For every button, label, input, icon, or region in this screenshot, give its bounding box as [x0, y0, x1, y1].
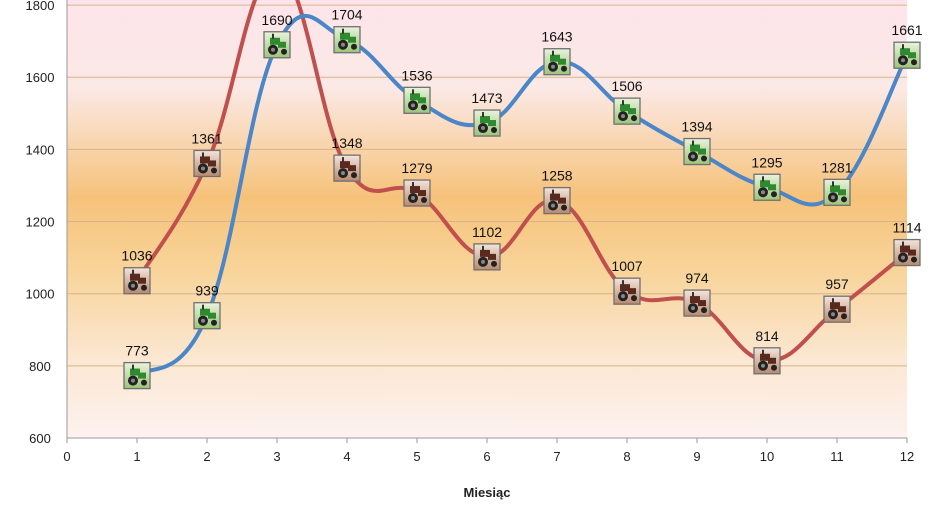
green-tractor-marker: [193, 302, 221, 330]
data-label: 974: [685, 270, 709, 286]
x-tick-label: 3: [273, 449, 280, 464]
data-label: 1394: [681, 119, 712, 135]
green-tractor-marker: [613, 97, 641, 125]
x-tick-label: 6: [483, 449, 490, 464]
data-label: 814: [755, 328, 779, 344]
data-label: 1279: [401, 160, 432, 176]
red-tractor-marker: [753, 347, 781, 375]
data-label: 1258: [541, 168, 572, 184]
data-label: 1536: [401, 67, 432, 83]
red-tractor-marker: [823, 295, 851, 323]
data-label: 939: [195, 283, 219, 299]
red-tractor-marker: [123, 267, 151, 295]
x-tick-label: 4: [343, 449, 350, 464]
red-tractor-marker: [543, 186, 571, 215]
data-label: 1348: [331, 135, 362, 151]
green-tractor-marker: [893, 41, 921, 69]
data-label: 1643: [541, 29, 572, 45]
data-label: 1007: [611, 258, 642, 274]
red-tractor-marker: [613, 277, 641, 305]
green-tractor-marker: [333, 26, 361, 54]
y-tick-label: 800: [29, 359, 51, 374]
x-tick-label: 2: [203, 449, 210, 464]
green-tractor-marker: [683, 137, 711, 166]
x-axis-title: Miesiąc: [464, 485, 511, 500]
data-label: 1473: [471, 90, 502, 106]
green-tractor-marker: [473, 109, 501, 137]
x-tick-label: 1: [133, 449, 140, 464]
green-tractor-marker: [263, 31, 291, 59]
red-tractor-marker: [403, 179, 431, 207]
plot-area-background: [67, 0, 907, 438]
data-label: 1661: [891, 22, 922, 38]
green-tractor-marker: [123, 361, 151, 390]
data-label: 957: [825, 276, 849, 292]
red-tractor-marker: [893, 238, 921, 267]
data-label: 1295: [751, 154, 782, 170]
red-tractor-marker: [683, 289, 711, 317]
x-tick-label: 10: [760, 449, 774, 464]
x-tick-label: 7: [553, 449, 560, 464]
x-tick-label: 12: [900, 449, 914, 464]
data-label: 1114: [892, 220, 921, 236]
green-tractor-marker: [823, 178, 851, 206]
red-tractor-marker: [193, 149, 221, 178]
x-tick-label: 8: [623, 449, 630, 464]
x-tick-label: 0: [63, 449, 70, 464]
y-tick-label: 1000: [26, 287, 55, 302]
data-label: 1690: [261, 12, 292, 28]
y-tick-label: 1400: [26, 142, 55, 157]
data-label: 1102: [472, 224, 502, 240]
y-tick-label: 1800: [26, 0, 55, 13]
x-tick-label: 11: [830, 449, 844, 464]
data-label: 1036: [121, 248, 152, 264]
y-tick-label: 1600: [26, 70, 55, 85]
data-label: 773: [125, 343, 149, 359]
green-tractor-marker: [403, 86, 431, 114]
y-tick-label: 1200: [26, 215, 55, 230]
x-tick-label: 5: [413, 449, 420, 464]
green-tractor-marker: [543, 48, 571, 76]
data-label: 1506: [611, 78, 642, 94]
x-tick-label: 9: [693, 449, 700, 464]
data-label: 1281: [821, 159, 852, 175]
data-label: 1361: [191, 130, 222, 146]
red-tractor-marker: [333, 154, 361, 182]
red-tractor-marker: [473, 243, 501, 271]
y-tick-label: 600: [29, 431, 51, 446]
green-tractor-marker: [753, 173, 781, 201]
data-label: 1704: [331, 7, 362, 23]
